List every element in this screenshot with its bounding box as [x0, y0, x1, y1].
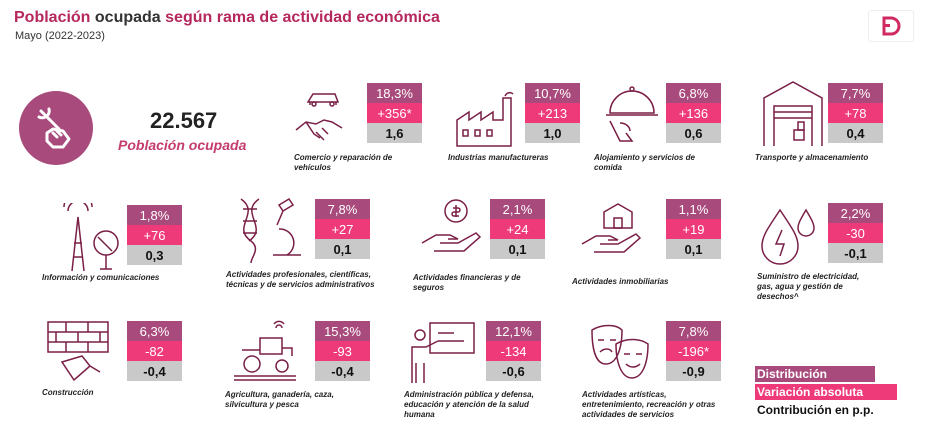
hero-label: Población ocupada — [118, 137, 247, 153]
stat-contribucion: -0,4 — [315, 361, 370, 381]
theater-masks-icon — [591, 324, 649, 379]
sector-label: Información y comunicaciones — [42, 273, 160, 282]
hero-value: 22.567 — [150, 108, 218, 133]
stat-block: 10,7% +213 1,0 — [525, 83, 580, 143]
stat-variacion: -93 — [315, 341, 370, 361]
sector-label: Transporte y almacenamiento — [755, 153, 869, 162]
title-part-1: Población — [14, 9, 91, 26]
sector-label: Construcción — [42, 388, 94, 397]
sector-label: Actividades inmobiliarias — [572, 277, 669, 286]
stat-contribucion: 0,1 — [490, 239, 545, 259]
bricks-trowel-icon — [47, 321, 109, 382]
stat-distribucion: 15,3% — [315, 321, 370, 341]
stat-distribucion: 7,8% — [666, 321, 721, 341]
stat-block: 7,8% -196* -0,9 — [666, 321, 721, 381]
stat-variacion: -30 — [828, 223, 883, 243]
sector-label: Comercio y reparación de vehículos — [294, 153, 393, 172]
sector-label: Actividades artísticas, entretenimiento,… — [582, 390, 716, 419]
stat-block: 6,8% +136 0,6 — [666, 83, 721, 143]
stat-variacion: +356* — [367, 103, 422, 123]
stat-distribucion: 12,1% — [486, 321, 541, 341]
cloche-icon — [606, 86, 658, 142]
stat-block: 2,2% -30 -0,1 — [828, 203, 883, 263]
sector-label: Actividades profesionales, científicas, … — [226, 270, 375, 289]
stat-contribucion: -0,6 — [486, 361, 541, 381]
factory-icon — [456, 91, 514, 147]
stat-variacion: +24 — [490, 219, 545, 239]
sector-label: Actividades financieras y de seguros — [413, 273, 521, 292]
stat-variacion: +213 — [525, 103, 580, 123]
water-energy-icon — [761, 208, 815, 265]
sector-label: Suministro de electricidad, gas, agua y … — [757, 272, 860, 301]
tractor-icon — [234, 320, 296, 381]
stat-block: 6,3% -82 -0,4 — [127, 321, 182, 381]
legend-variacion: Variación absoluta — [755, 384, 897, 400]
antenna-icon — [63, 203, 119, 272]
stat-distribucion: 7,8% — [315, 199, 370, 219]
stat-contribucion: 0,1 — [666, 239, 721, 259]
stat-distribucion: 2,2% — [828, 203, 883, 223]
stat-distribucion: 7,7% — [828, 83, 883, 103]
sector-label: Agricultura, ganadería, caza, silvicultu… — [225, 390, 334, 409]
wrench-hand-icon — [19, 91, 93, 165]
stat-distribucion: 10,7% — [525, 83, 580, 103]
car-handshake-icon — [295, 93, 343, 141]
stat-variacion: +19 — [666, 219, 721, 239]
stat-block: 18,3% +356* 1,6 — [367, 83, 422, 143]
stat-variacion: +27 — [315, 219, 370, 239]
stat-variacion: -82 — [127, 341, 182, 361]
warehouse-icon — [763, 81, 823, 146]
stat-block: 1,1% +19 0,1 — [666, 199, 721, 259]
page-subtitle: Mayo (2022-2023) — [15, 30, 105, 42]
stat-variacion: +76 — [127, 225, 182, 245]
stat-block: 1,8% +76 0,3 — [127, 205, 182, 265]
legend-distribucion: Distribución — [755, 366, 875, 382]
stat-contribucion: 0,4 — [828, 123, 883, 143]
stat-block: 7,7% +78 0,4 — [828, 83, 883, 143]
stat-contribucion: -0,9 — [666, 361, 721, 381]
sector-label: Alojamiento y servicios de comida — [594, 153, 695, 172]
teacher-board-icon — [411, 322, 475, 383]
stat-distribucion: 6,8% — [666, 83, 721, 103]
stat-distribucion: 6,3% — [127, 321, 182, 341]
stat-contribucion: 0,3 — [127, 245, 182, 265]
stat-block: 12,1% -134 -0,6 — [486, 321, 541, 381]
dna-microscope-icon — [240, 197, 301, 264]
stat-block: 2,1% +24 0,1 — [490, 199, 545, 259]
house-hand-icon — [581, 203, 642, 253]
stat-distribucion: 18,3% — [367, 83, 422, 103]
stat-variacion: -196* — [666, 341, 721, 361]
stat-block: 15,3% -93 -0,4 — [315, 321, 370, 381]
logo-icon — [868, 10, 914, 42]
stat-contribucion: 0,1 — [315, 239, 370, 259]
stat-variacion: +78 — [828, 103, 883, 123]
stat-contribucion: 1,0 — [525, 123, 580, 143]
stat-contribucion: -0,1 — [828, 243, 883, 263]
coin-hand-icon — [421, 199, 482, 252]
sector-label: Administración pública y defensa, educac… — [404, 390, 534, 419]
stat-contribucion: 1,6 — [367, 123, 422, 143]
sector-label: Industrias manufactureras — [448, 153, 549, 162]
title-part-3: según rama de actividad económica — [165, 9, 440, 26]
title-part-2: ocupada — [94, 9, 161, 26]
stat-distribucion: 1,8% — [127, 205, 182, 225]
page-title: Población ocupada según rama de activida… — [14, 9, 440, 27]
stat-contribucion: -0,4 — [127, 361, 182, 381]
stat-block: 7,8% +27 0,1 — [315, 199, 370, 259]
stat-distribucion: 1,1% — [666, 199, 721, 219]
stat-variacion: -134 — [486, 341, 541, 361]
stat-distribucion: 2,1% — [490, 199, 545, 219]
legend-contribucion: Contribución en p.p. — [757, 403, 874, 417]
stat-variacion: +136 — [666, 103, 721, 123]
stat-contribucion: 0,6 — [666, 123, 721, 143]
